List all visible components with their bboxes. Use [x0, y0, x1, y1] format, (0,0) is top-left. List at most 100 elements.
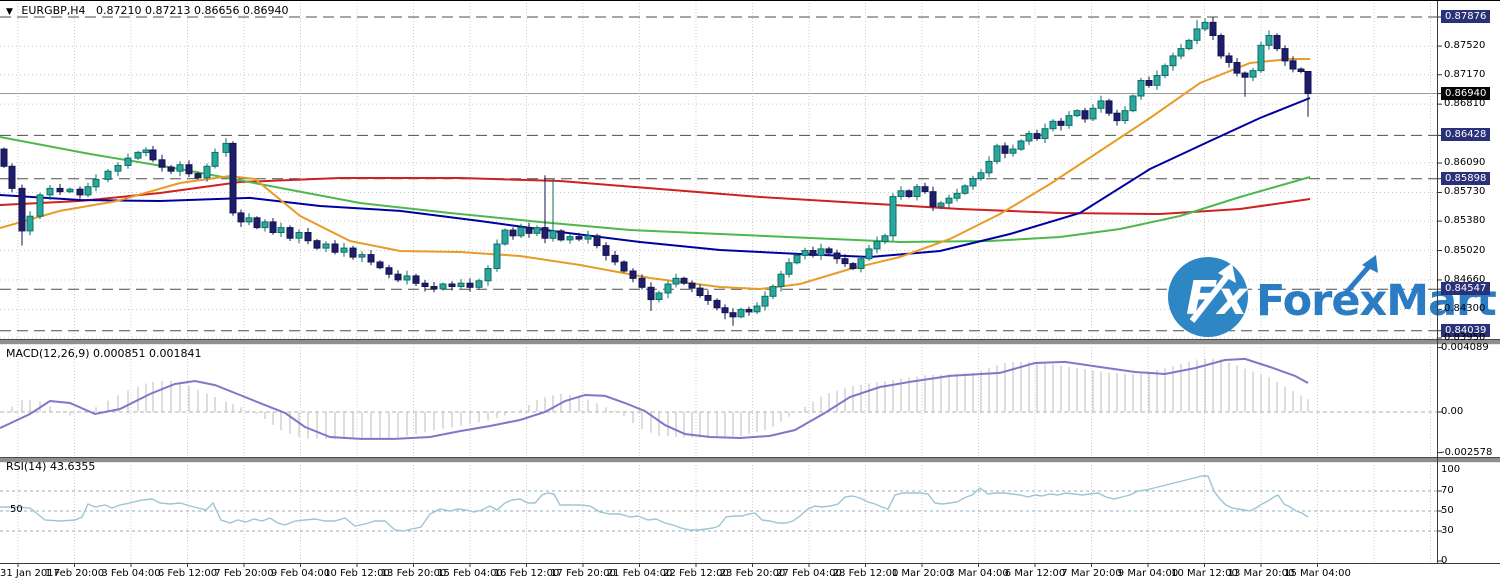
ma-navy-line: [0, 97, 1311, 259]
candle: [1201, 18, 1209, 32]
candle: [245, 213, 253, 226]
candle: [124, 153, 132, 169]
candle: [881, 233, 889, 245]
candle: [1297, 67, 1305, 74]
chart-header: ▼ EURGBP,H4 0.87210 0.87213 0.86656 0.86…: [6, 4, 289, 17]
time-axis-label: 7 Feb 20:00: [214, 568, 274, 579]
candle: [1185, 38, 1193, 51]
candle: [793, 253, 801, 265]
candle: [602, 242, 610, 261]
candle: [541, 175, 549, 244]
candle: [277, 222, 285, 237]
candle: [475, 278, 483, 291]
panel-splitter-rsi[interactable]: [0, 457, 1500, 463]
candle: [721, 304, 729, 320]
candle: [269, 218, 277, 235]
candle: [841, 254, 849, 267]
candle: [825, 246, 833, 256]
candle: [873, 236, 881, 254]
candle: [203, 163, 211, 182]
candle: [993, 143, 1001, 165]
candle: [26, 211, 34, 236]
candle: [1153, 70, 1161, 90]
candle: [1233, 58, 1241, 77]
candle: [985, 156, 993, 178]
candles-layer: [0, 17, 1312, 326]
ma-red-line: [0, 177, 1311, 216]
time-axis-label: 1 Mar 20:00: [891, 568, 953, 579]
candle: [142, 147, 150, 157]
candle: [176, 161, 184, 177]
candle: [1001, 142, 1009, 159]
candle: [1033, 129, 1041, 141]
time-axis-label: 21 Feb 04:00: [606, 568, 673, 579]
panel-splitter-macd[interactable]: [0, 339, 1500, 345]
candle: [222, 138, 230, 157]
ma-orange-line: [0, 58, 1310, 291]
price-axis-label: 0.85380: [1444, 215, 1486, 226]
time-axis-label: 23 Feb 20:00: [719, 568, 786, 579]
candle: [261, 219, 269, 232]
price-axis-separator: [1437, 1, 1438, 563]
time-axis-label: 15 Feb 04:00: [437, 568, 503, 579]
symbol-period-label: EURGBP,H4: [21, 4, 86, 17]
candle: [1025, 130, 1033, 145]
candle: [412, 273, 420, 286]
candle: [18, 184, 26, 246]
ma-green-line: [0, 136, 1311, 244]
candle: [1041, 123, 1049, 143]
candle: [304, 228, 312, 245]
candle: [1049, 119, 1057, 132]
candle: [439, 282, 447, 291]
price-axis-label: 0.87170: [1444, 69, 1486, 80]
rsi-left-level-label: 50: [10, 504, 23, 515]
macd-axis-label: 0.00: [1441, 406, 1464, 417]
ohlc-quotes-label: 0.87210 0.87213 0.86656 0.86940: [96, 4, 289, 17]
candle: [430, 282, 438, 293]
time-axis-label: 22 Feb 12:00: [663, 568, 729, 579]
candle: [448, 281, 456, 291]
candle: [1289, 56, 1297, 73]
candle: [897, 186, 905, 200]
candle: [66, 187, 74, 194]
time-axis-label: 3 Feb 04:00: [101, 568, 161, 579]
price-axis-label: 0.85730: [1444, 186, 1486, 197]
time-axis-label: 6 Feb 12:00: [157, 568, 218, 579]
candle: [593, 233, 601, 249]
candle: [1273, 33, 1281, 52]
symbol-dropdown-icon[interactable]: ▼: [6, 7, 13, 17]
macd-indicator-label: MACD(12,26,9) 0.000851 0.001841: [6, 347, 202, 360]
macd-axis-label: 0.004089: [1441, 342, 1489, 353]
price-axis-label: 0.86940: [1441, 87, 1491, 100]
candle: [367, 250, 375, 266]
candle: [809, 246, 817, 258]
candle: [237, 209, 245, 227]
macd-signal-line: [0, 357, 1309, 440]
candle: [729, 308, 737, 326]
candle: [905, 189, 913, 199]
candle: [0, 147, 8, 168]
candle: [36, 192, 44, 219]
candle: [403, 270, 411, 285]
candle: [1017, 139, 1025, 151]
candle: [655, 290, 663, 303]
candle: [688, 280, 696, 293]
candle: [322, 241, 330, 252]
candle: [753, 302, 761, 315]
candle: [1281, 45, 1289, 66]
price-axis-label: 0.84039: [1441, 324, 1491, 337]
candle: [1209, 17, 1217, 40]
candle: [1304, 71, 1312, 117]
time-axis-separator: [0, 563, 1500, 564]
candle: [1105, 98, 1113, 116]
candle: [584, 230, 592, 244]
candle: [46, 185, 54, 200]
price-axis-label: 0.86810: [1444, 98, 1486, 109]
time-axis-label: 17 Feb 20:00: [550, 568, 616, 579]
candle: [501, 228, 509, 246]
candle: [611, 250, 619, 266]
candle: [737, 307, 745, 319]
macd-layer: [0, 357, 1437, 440]
candle: [704, 290, 712, 305]
